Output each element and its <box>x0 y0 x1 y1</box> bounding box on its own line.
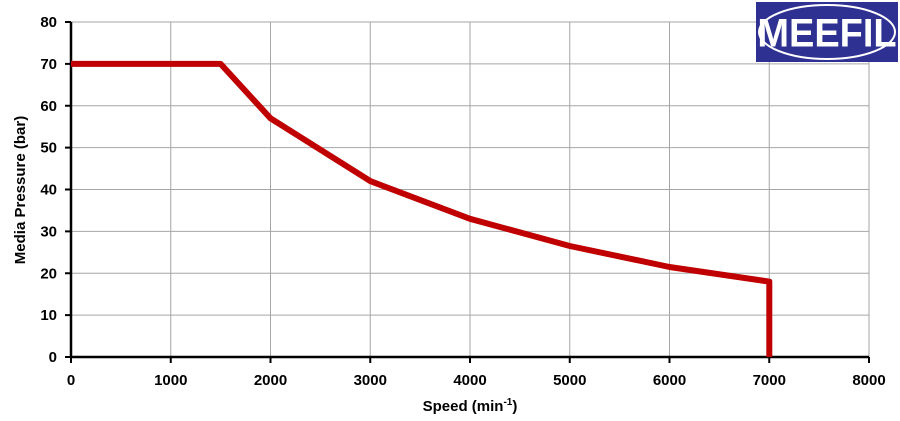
grid <box>71 21 870 357</box>
x-tick-label: 2000 <box>254 372 287 389</box>
x-tick-label: 6000 <box>653 372 686 389</box>
x-tick-label: 0 <box>67 372 75 389</box>
y-tick-label: 70 <box>40 56 57 73</box>
meefil-logo: MEEFIL <box>756 2 898 62</box>
y-tick-label: 80 <box>40 14 57 31</box>
logo-text: MEEFIL <box>757 12 896 56</box>
x-tick-label: 3000 <box>354 372 387 389</box>
x-axis-title: Speed (min-1) <box>423 397 518 415</box>
y-tick-labels: 0 10 20 30 40 50 60 70 80 <box>40 14 57 366</box>
y-tick-label: 60 <box>40 98 57 115</box>
y-tick-label: 20 <box>40 265 57 282</box>
x-tick-label: 1000 <box>154 372 187 389</box>
y-tick-label: 30 <box>40 223 57 240</box>
y-tick-label: 50 <box>40 140 57 157</box>
x-tick-label: 7000 <box>753 372 786 389</box>
x-tick-labels: 0 1000 2000 3000 4000 5000 6000 7000 8000 <box>67 372 886 389</box>
y-axis-title: Media Pressure (bar) <box>12 116 29 264</box>
y-tick-label: 10 <box>40 307 57 324</box>
x-tick-label: 5000 <box>553 372 586 389</box>
series-group <box>71 60 773 357</box>
x-tick-label: 8000 <box>852 372 885 389</box>
axes <box>65 21 870 363</box>
y-tick-label: 0 <box>49 349 57 366</box>
y-tick-label: 40 <box>40 182 57 199</box>
series-line <box>71 60 773 357</box>
x-tick-label: 4000 <box>453 372 486 389</box>
